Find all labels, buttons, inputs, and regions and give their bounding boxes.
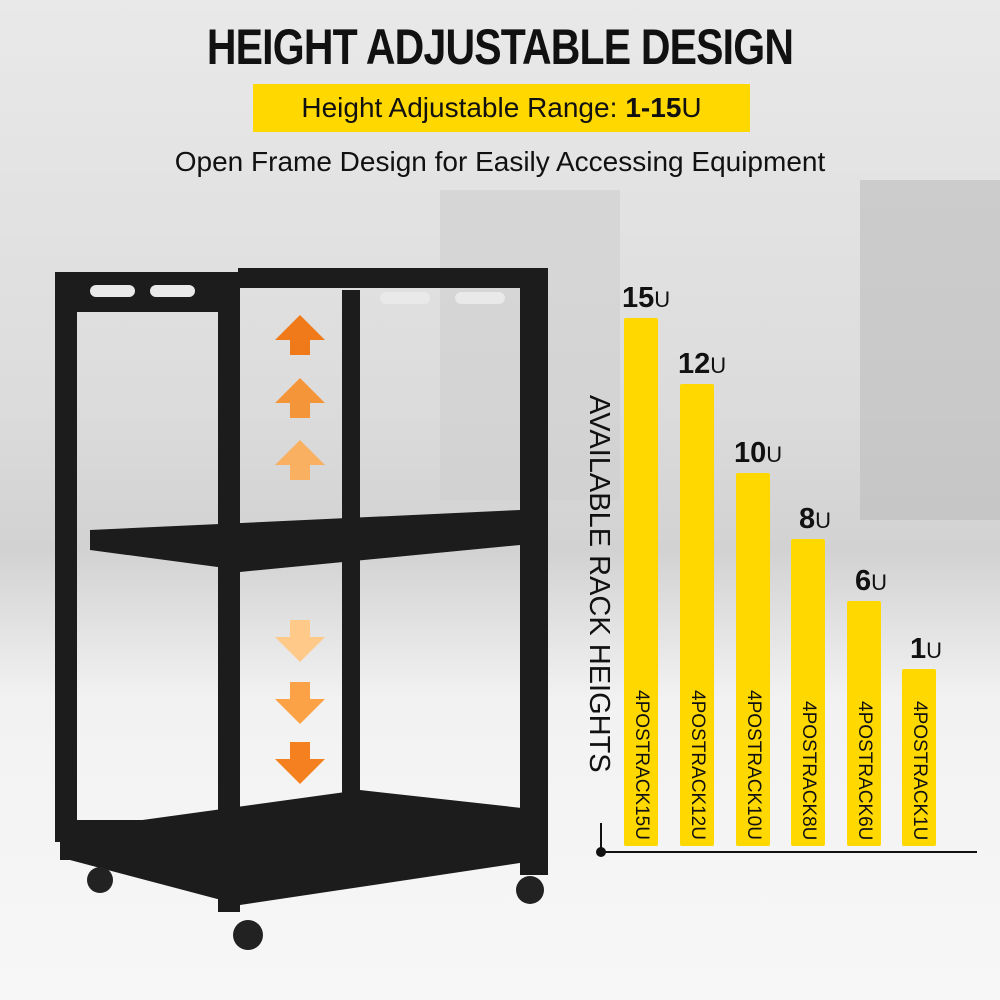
- value-label: 10U: [734, 437, 783, 469]
- banner-unit: U: [681, 92, 702, 123]
- x-axis-line: [600, 851, 977, 853]
- axis-origin: [596, 847, 606, 857]
- banner-prefix: Height Adjustable Range:: [301, 92, 618, 123]
- value-label: 12U: [678, 348, 727, 380]
- bar-label: 4POSTRACK15U: [631, 690, 652, 840]
- value-label: 15U: [622, 282, 671, 314]
- range-banner: Height Adjustable Range: 1-15 U: [253, 84, 750, 132]
- up-arrows-icon: [275, 315, 325, 480]
- bar-label: 4POSTRACK10U: [743, 690, 764, 840]
- value-label: 1U: [910, 633, 943, 665]
- bar-4POSTRACK12U: 4POSTRACK12U: [680, 384, 714, 846]
- bar-4POSTRACK15U: 4POSTRACK15U: [624, 318, 658, 846]
- rack-illustration: [55, 268, 548, 950]
- bar-4POSTRACK1U: 4POSTRACK1U: [902, 669, 936, 846]
- bar-label: 4POSTRACK12U: [687, 690, 708, 840]
- banner-value: 1-15: [625, 92, 682, 123]
- background-server: [860, 180, 1000, 520]
- bar-4POSTRACK8U: 4POSTRACK8U: [791, 539, 825, 846]
- bar-label: 4POSTRACK6U: [854, 700, 875, 840]
- page-title: HEIGHT ADJUSTABLE DESIGN: [206, 19, 794, 75]
- value-label: 8U: [799, 503, 832, 535]
- y-axis-tick: [600, 823, 602, 852]
- bar-label: 4POSTRACK8U: [798, 700, 819, 840]
- y-axis-label: AVAILABLE RACK HEIGHTS: [583, 395, 615, 773]
- value-label: 6U: [855, 565, 888, 597]
- subtitle: Open Frame Design for Easily Accessing E…: [174, 146, 826, 177]
- bar-4POSTRACK10U: 4POSTRACK10U: [736, 473, 770, 846]
- bar-4POSTRACK6U: 4POSTRACK6U: [847, 601, 881, 846]
- down-arrows-icon: [275, 620, 325, 784]
- bar-label: 4POSTRACK1U: [909, 700, 930, 840]
